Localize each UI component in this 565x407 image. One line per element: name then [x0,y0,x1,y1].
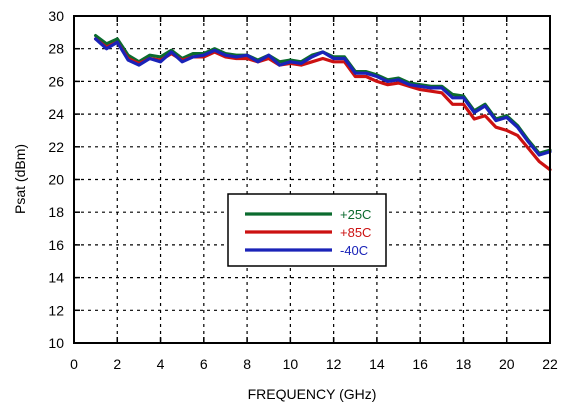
x-tick-label: 16 [412,356,428,372]
y-tick-label: 14 [48,270,64,286]
legend-box [227,193,387,267]
axis-ticks [73,15,551,344]
y-tick-label: 28 [48,41,64,57]
x-tick-label: 4 [157,356,165,372]
x-tick-label: 18 [456,356,472,372]
grid [74,16,550,343]
y-tick-label: 20 [48,172,64,188]
legend-label-+25C: +25C [340,207,371,222]
legend-label-+85C: +85C [340,225,371,240]
x-axis-title: FREQUENCY (GHz) [248,386,377,402]
y-tick-label: 18 [48,204,64,220]
y-tick-label: 30 [48,8,64,24]
y-tick-label: 24 [48,106,64,122]
y-tick-label: 16 [48,237,64,253]
x-tick-label: 14 [369,356,385,372]
x-tick-label: 6 [200,356,208,372]
legend: +25C +85C -40C [227,193,387,267]
x-tick-label: 0 [70,356,78,372]
x-tick-label: 8 [243,356,251,372]
x-tick-label: 2 [113,356,121,372]
legend-label--40C: -40C [340,243,368,258]
y-tick-label: 10 [48,335,64,351]
x-tick-label: 10 [283,356,299,372]
x-tick-label: 12 [326,356,342,372]
x-tick-label: 22 [542,356,558,372]
y-tick-label: 26 [48,73,64,89]
x-tick-label: 20 [499,356,515,372]
y-axis-title: Psat (dBm) [12,144,28,214]
series-line--40C [93,37,552,157]
y-tick-label: 12 [48,302,64,318]
series-lines [93,33,552,172]
tick-labels: 0 2 4 6 8 10 12 14 16 18 20 22101214161820222426283… [48,8,558,372]
y-tick-label: 22 [48,139,64,155]
